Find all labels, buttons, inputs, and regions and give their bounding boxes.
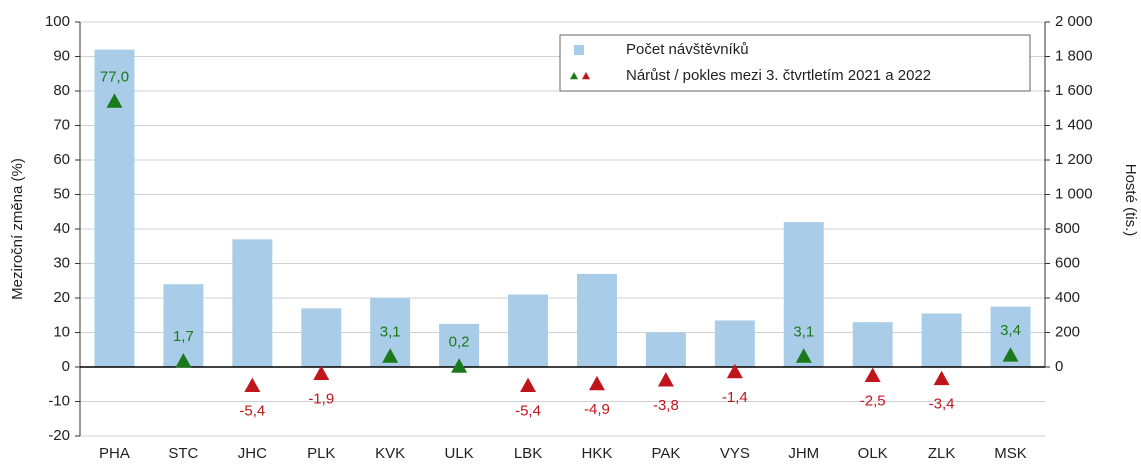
data-label: -5,4 xyxy=(515,403,541,420)
legend-label: Nárůst / pokles mezi 3. čtvrtletím 2021 … xyxy=(626,67,931,84)
x-tick-label: PHA xyxy=(99,445,130,462)
data-label: -5,4 xyxy=(239,403,265,420)
data-label: -4,9 xyxy=(584,401,610,418)
x-tick-label: ULK xyxy=(445,445,474,462)
data-label: -1,4 xyxy=(722,389,748,406)
y2-tick-label: 1 400 xyxy=(1055,116,1093,133)
y-tick-label: 70 xyxy=(53,116,70,133)
y-tick-label: 0 xyxy=(62,358,70,375)
bar xyxy=(301,308,342,367)
legend-label: Počet návštěvníků xyxy=(626,41,749,58)
y-tick-label: 60 xyxy=(53,151,70,168)
x-tick-label: JHM xyxy=(788,445,819,462)
triangle-marker xyxy=(795,348,812,363)
y2-tick-label: 1 800 xyxy=(1055,47,1093,64)
bar xyxy=(508,294,549,367)
triangle-marker xyxy=(244,377,261,393)
x-tick-label: HKK xyxy=(582,445,613,462)
triangle-marker xyxy=(451,358,468,373)
triangle-marker xyxy=(175,353,192,368)
bar xyxy=(714,320,755,367)
legend-swatch xyxy=(582,72,590,80)
x-tick-label: KVK xyxy=(375,445,405,462)
y2-tick-label: 600 xyxy=(1055,254,1080,271)
data-label: -3,4 xyxy=(929,396,955,413)
data-label: 77,0 xyxy=(100,68,129,85)
triangle-marker xyxy=(864,367,881,383)
legend-box xyxy=(559,34,1031,92)
triangle-marker xyxy=(588,375,605,391)
y2-tick-label: 1 600 xyxy=(1055,82,1093,99)
bar xyxy=(921,313,962,367)
y2-tick-label: 2 000 xyxy=(1055,13,1093,30)
x-tick-label: PAK xyxy=(651,445,680,462)
x-tick-label: JHC xyxy=(238,445,267,462)
x-tick-label: VYS xyxy=(720,445,750,462)
data-label: -3,8 xyxy=(653,397,679,414)
data-label: 3,4 xyxy=(1000,322,1021,339)
x-tick-label: LBK xyxy=(514,445,542,462)
x-tick-label: STC xyxy=(168,445,198,462)
y-tick-label: 50 xyxy=(53,185,70,202)
triangle-marker xyxy=(313,365,330,380)
x-tick-label: OLK xyxy=(858,445,888,462)
x-tick-label: MSK xyxy=(994,445,1027,462)
y2-tick-label: 200 xyxy=(1055,323,1080,340)
data-label: -1,9 xyxy=(308,391,334,408)
triangle-marker xyxy=(726,363,743,379)
bar xyxy=(576,273,617,367)
triangle-marker xyxy=(1002,347,1019,362)
y2-tick-label: 400 xyxy=(1055,289,1080,306)
triangle-marker xyxy=(657,372,674,387)
y-tick-label: 20 xyxy=(53,289,70,306)
data-label: 3,1 xyxy=(380,323,401,340)
y2-tick-label: 0 xyxy=(1055,358,1063,375)
x-tick-label: ZLK xyxy=(928,445,956,462)
y2-tick-label: 1 000 xyxy=(1055,185,1093,202)
bar xyxy=(645,332,686,367)
data-label: 0,2 xyxy=(449,333,470,350)
triangle-marker xyxy=(106,93,123,108)
y-tick-label: 90 xyxy=(53,47,70,64)
y-tick-label: 80 xyxy=(53,82,70,99)
y-axis-title: Meziroční změna (%) xyxy=(9,158,26,300)
bar xyxy=(852,322,893,367)
bar xyxy=(232,239,273,367)
data-label: 3,1 xyxy=(793,323,814,340)
triangle-marker xyxy=(520,377,537,393)
y2-axis-title: Hosté (tis.) xyxy=(1122,164,1139,237)
y-tick-label: 10 xyxy=(53,323,70,340)
x-tick-label: PLK xyxy=(307,445,335,462)
data-label: 1,7 xyxy=(173,328,194,345)
data-label: -2,5 xyxy=(860,393,886,410)
legend-swatch xyxy=(574,45,584,55)
y2-tick-label: 1 200 xyxy=(1055,151,1093,168)
triangle-marker xyxy=(933,370,950,386)
y-tick-label: 40 xyxy=(53,220,70,237)
bar xyxy=(783,222,824,367)
y-tick-label: 30 xyxy=(53,254,70,271)
y-tick-label: -20 xyxy=(48,427,70,444)
y-tick-label: -10 xyxy=(48,392,70,409)
triangle-marker xyxy=(382,348,399,363)
y2-tick-label: 800 xyxy=(1055,220,1080,237)
y-tick-label: 100 xyxy=(45,13,70,30)
legend-swatch xyxy=(570,72,578,80)
